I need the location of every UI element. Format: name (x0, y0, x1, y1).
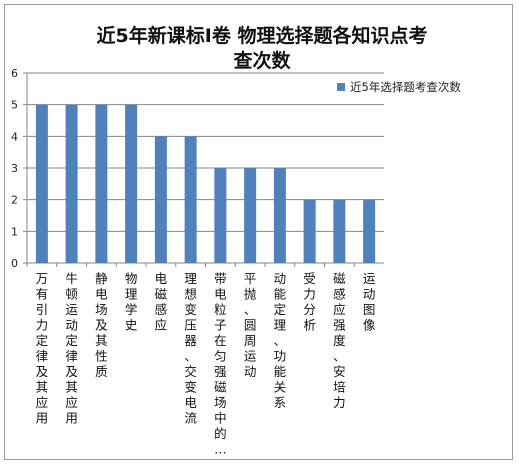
bar-8 (244, 168, 257, 263)
bar-5 (154, 136, 167, 263)
x-category-label-3: 静电场及其性质 (95, 271, 108, 379)
x-category-label-10: 受力分析 (303, 271, 316, 333)
x-category-label-11: 磁感应强度、安培力 (333, 271, 346, 410)
y-tick-label-3: 3 (11, 162, 18, 175)
chart-title-line-1: 近5年新课标Ⅰ卷 物理选择题各知识点考 (97, 24, 428, 47)
bar-9 (273, 168, 286, 263)
bar-10 (303, 199, 316, 263)
bar-3 (95, 104, 108, 264)
x-category-label-1: 万有引力定律及其应用 (36, 271, 49, 426)
gridlines (27, 72, 384, 232)
legend-label: 近5年选择题考查次数 (350, 80, 461, 94)
bars (35, 104, 376, 264)
x-category-label-12: 运动图像 (363, 271, 376, 333)
bar-11 (333, 199, 346, 263)
legend-swatch (337, 83, 345, 91)
bar-12 (363, 199, 376, 263)
x-category-label-9: 动能定理、功能关系 (274, 271, 287, 410)
bar-2 (65, 104, 78, 264)
chart-title-line-2: 查次数 (232, 49, 291, 72)
x-category-label-2: 牛顿运动定律及其应用 (65, 271, 78, 426)
chart-frame (4, 4, 513, 460)
x-category-labels: 万有引力定律及其应用 牛顿运动定律及其应用 静电场及其性质 物理学史 电磁感应 理想变压器… (36, 271, 376, 457)
x-category-label-4: 物理学史 (125, 271, 138, 333)
y-tick-label-0: 0 (11, 257, 18, 270)
y-tick-label-5: 5 (11, 99, 18, 112)
y-tick-label-4: 4 (11, 130, 18, 143)
bar-4 (125, 104, 138, 264)
x-category-label-6: 理想变压器、交变电流 (184, 271, 197, 426)
x-category-label-7: 带电粒子在匀强磁场中的… (214, 271, 227, 457)
bar-1 (35, 104, 48, 264)
x-category-label-8: 平抛、圆周运动 (244, 271, 257, 379)
bar-6 (184, 136, 197, 263)
y-tick-label-6: 6 (11, 67, 18, 80)
bar-7 (214, 168, 227, 263)
legend: 近5年选择题考查次数 (337, 80, 461, 94)
y-tick-label-2: 2 (11, 194, 18, 207)
y-tick-label-1: 1 (11, 225, 18, 238)
axes (23, 72, 384, 267)
x-category-label-5: 电磁感应 (155, 271, 168, 333)
y-tick-labels: 0 1 2 3 4 5 6 (11, 67, 18, 270)
